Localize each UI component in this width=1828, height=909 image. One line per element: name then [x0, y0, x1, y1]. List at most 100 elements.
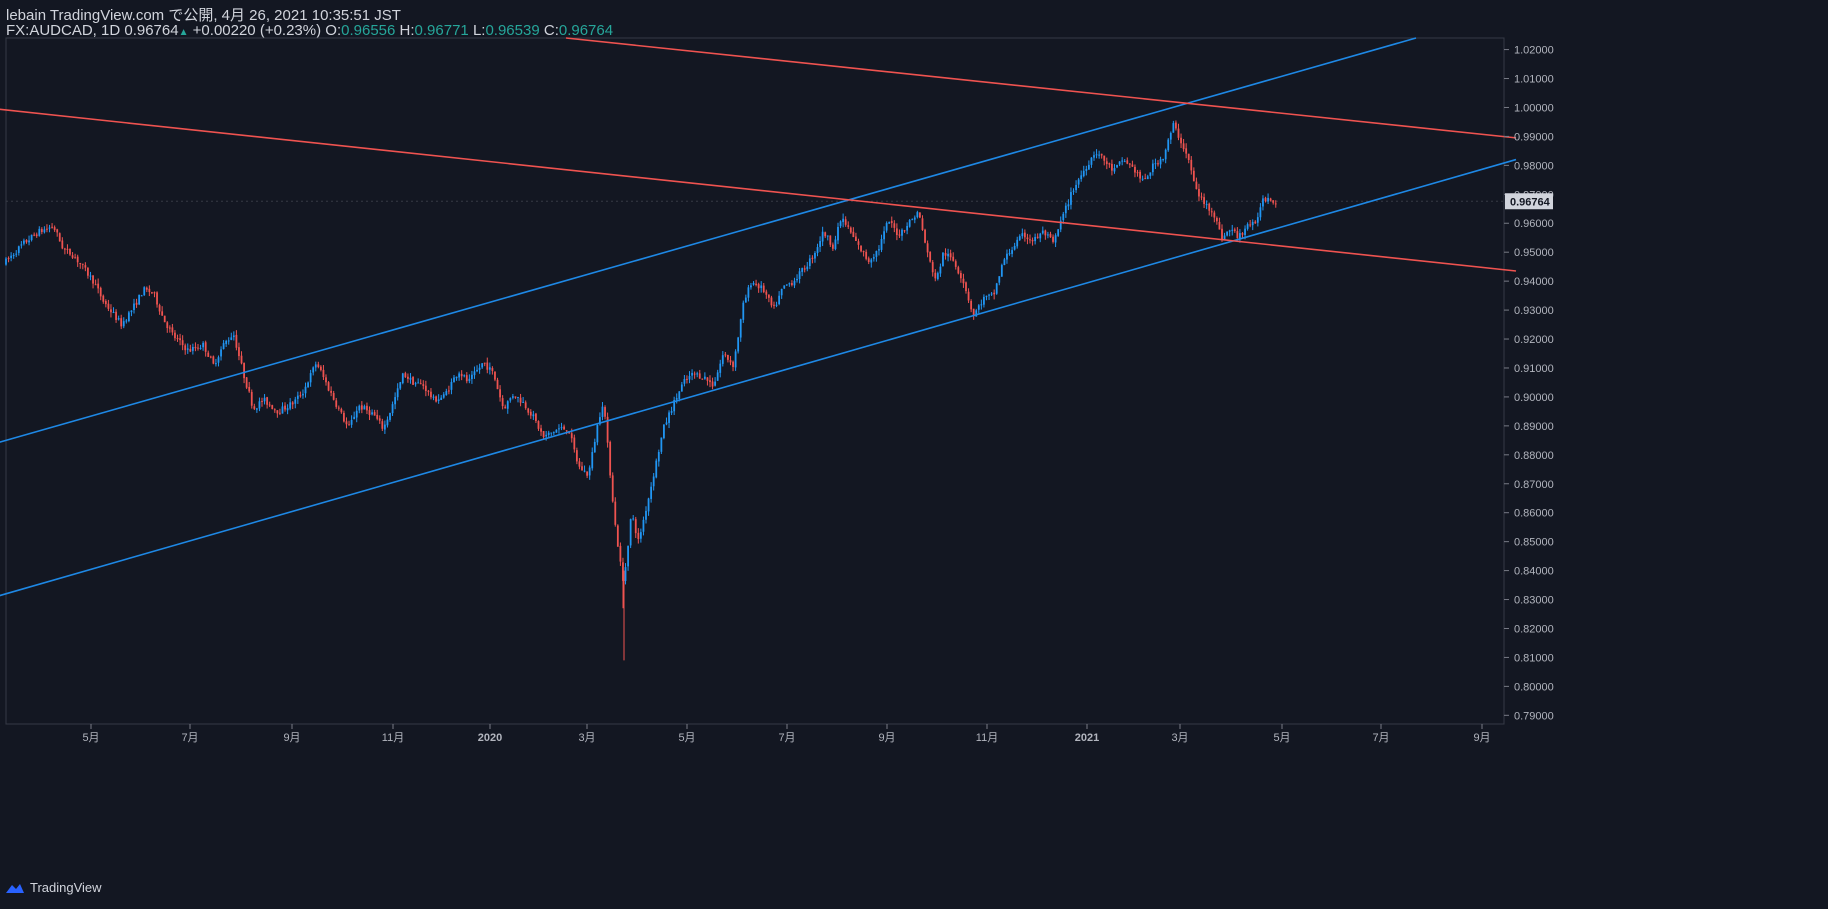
- candle-body: [788, 283, 791, 285]
- candle-body: [995, 283, 998, 294]
- time-tick-label: 5月: [1273, 732, 1290, 744]
- trend-channels: [0, 37, 1517, 597]
- candle-body: [66, 248, 69, 250]
- candle-body: [1121, 160, 1124, 162]
- candle-body: [107, 303, 110, 309]
- candle-body: [1215, 217, 1218, 222]
- candle-body: [586, 471, 589, 476]
- candle-body: [642, 519, 645, 532]
- price-tick-label: 0.83000: [1514, 595, 1554, 607]
- candle-body: [1139, 171, 1141, 179]
- candle-body: [248, 386, 251, 392]
- last-price: 0.96764: [124, 22, 179, 39]
- candle-body: [158, 305, 161, 312]
- up-arrow-icon: ▲: [178, 27, 189, 38]
- candle-body: [757, 284, 760, 289]
- candle-body: [519, 397, 522, 403]
- candle-body: [826, 235, 829, 237]
- time-tick-label: 2021: [1075, 732, 1099, 744]
- candle-body: [453, 377, 455, 383]
- candle-body: [350, 419, 353, 425]
- candle-body: [299, 395, 302, 397]
- candle-body: [1169, 132, 1172, 140]
- candle-body: [71, 255, 74, 258]
- time-axis[interactable]: 5月 7月 9月 11月 2020 3月 5月 7月 9月 11月 2021 3月 5月 7月 9月: [82, 724, 1491, 744]
- candle-body: [783, 285, 786, 289]
- candle-body: [1093, 155, 1095, 158]
- candle-body: [225, 340, 228, 344]
- candle-body: [504, 406, 507, 409]
- candle-body: [865, 251, 868, 259]
- candle-body: [1085, 168, 1088, 171]
- open-value: 0.96556: [341, 22, 396, 39]
- candle-body: [565, 430, 568, 432]
- candle-body: [936, 273, 939, 280]
- candle-body: [363, 406, 366, 410]
- price-axis[interactable]: 1.020001.010001.000000.990000.980000.970…: [1504, 45, 1554, 723]
- candle-body: [1269, 198, 1272, 201]
- candle-body: [432, 396, 435, 398]
- candle-body: [698, 373, 701, 379]
- candle-body: [1021, 233, 1024, 237]
- candle-body: [747, 287, 750, 298]
- candle-body: [442, 394, 445, 398]
- ohlc-line: FX:AUDCAD, 1D 0.96764▲ +0.00220 (+0.23%)…: [6, 22, 613, 39]
- candle-body: [752, 283, 755, 285]
- candle-body: [1054, 235, 1057, 243]
- candle-body: [578, 461, 581, 467]
- candle-body: [829, 235, 832, 245]
- candle-body: [340, 409, 343, 413]
- candle-body: [163, 315, 166, 323]
- time-tick-label: 9月: [878, 732, 895, 744]
- candle-body: [867, 258, 870, 262]
- candle-body: [25, 239, 28, 243]
- candle-body: [1082, 170, 1085, 177]
- candle-body: [1116, 164, 1118, 168]
- candle-body: [202, 342, 205, 348]
- candle-body: [140, 295, 143, 297]
- candle-body: [509, 398, 512, 401]
- candle-body: [435, 396, 437, 402]
- candle-body: [555, 429, 558, 433]
- candle-body: [716, 372, 719, 381]
- candle-body: [798, 271, 801, 280]
- tradingview-logo[interactable]: TradingView: [4, 880, 102, 895]
- candle-body: [176, 338, 179, 340]
- candle-body: [460, 373, 463, 377]
- time-tick-label: 11月: [976, 732, 998, 744]
- candle-body: [1154, 163, 1157, 165]
- candle-body: [494, 371, 496, 380]
- candle-body: [775, 304, 778, 306]
- candle-body: [629, 519, 632, 546]
- candle-body: [1105, 161, 1108, 165]
- candle-body: [721, 355, 724, 364]
- candle-body: [760, 285, 763, 289]
- candle-body: [619, 545, 622, 562]
- candle-body: [560, 427, 563, 429]
- candle-body: [289, 402, 292, 409]
- candle-body: [455, 376, 458, 379]
- price-tick-label: 0.90000: [1514, 392, 1554, 404]
- candle-body: [729, 360, 732, 363]
- candle-body: [125, 320, 128, 322]
- candle-body: [913, 217, 916, 220]
- candle-body: [445, 391, 448, 396]
- candle-body: [1080, 175, 1083, 180]
- candle-body: [1011, 250, 1013, 254]
- candle-body: [601, 406, 604, 417]
- price-tick-label: 1.01000: [1514, 74, 1554, 86]
- candle-body: [468, 378, 471, 382]
- publisher-text: lebain TradingView.com で公開, 4月 26, 2021 …: [6, 7, 401, 24]
- candle-body: [399, 382, 402, 389]
- candle-body: [110, 309, 112, 313]
- price-tick-label: 0.81000: [1514, 652, 1554, 664]
- candle-body: [903, 230, 906, 232]
- candle-body: [373, 412, 376, 416]
- candle-body: [885, 223, 888, 231]
- candle-body: [1059, 220, 1062, 230]
- candle-body: [573, 437, 576, 450]
- candle-body: [23, 240, 25, 244]
- candle-body: [1146, 176, 1149, 180]
- candle-body: [831, 244, 834, 249]
